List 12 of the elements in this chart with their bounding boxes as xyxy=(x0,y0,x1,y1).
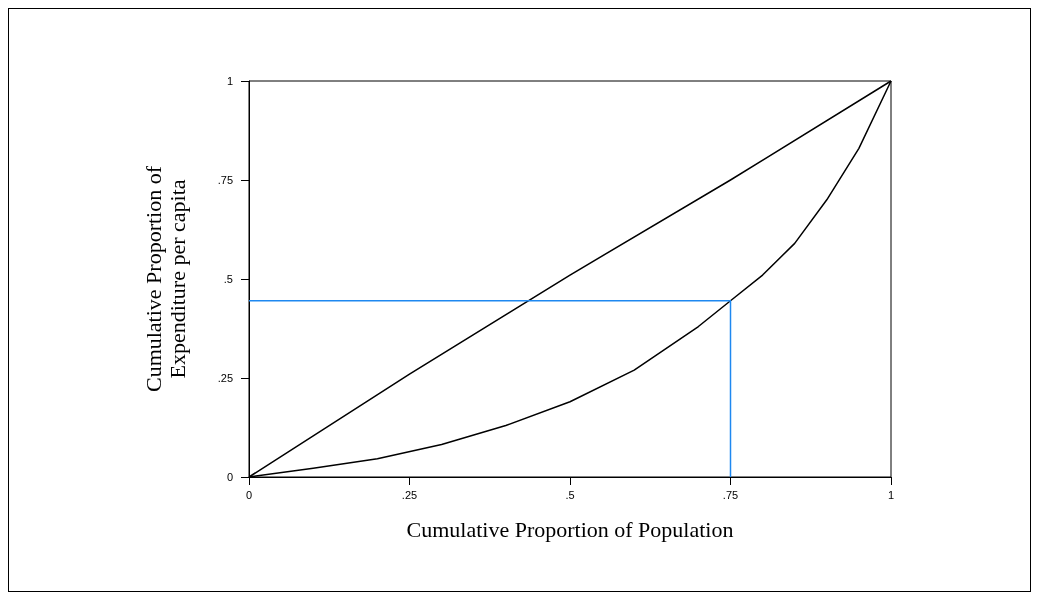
x-axis-title: Cumulative Proportion of Population xyxy=(406,516,734,542)
y-axis-title: Cumulative Proportion of Expenditure per capita xyxy=(140,165,190,393)
x-tick-label: .25 xyxy=(401,488,418,501)
y-tick-label: .25 xyxy=(217,372,233,384)
y-tick-label: .5 xyxy=(223,273,233,285)
y-tick-label: 0 xyxy=(226,471,233,483)
y-tick-label: .75 xyxy=(217,174,233,186)
y-tick-label: 1 xyxy=(226,75,233,87)
x-tick-label: 0 xyxy=(245,488,253,501)
x-tick-label: .75 xyxy=(722,488,739,501)
x-tick-label: .5 xyxy=(565,488,575,501)
x-tick-label: 1 xyxy=(887,488,895,501)
